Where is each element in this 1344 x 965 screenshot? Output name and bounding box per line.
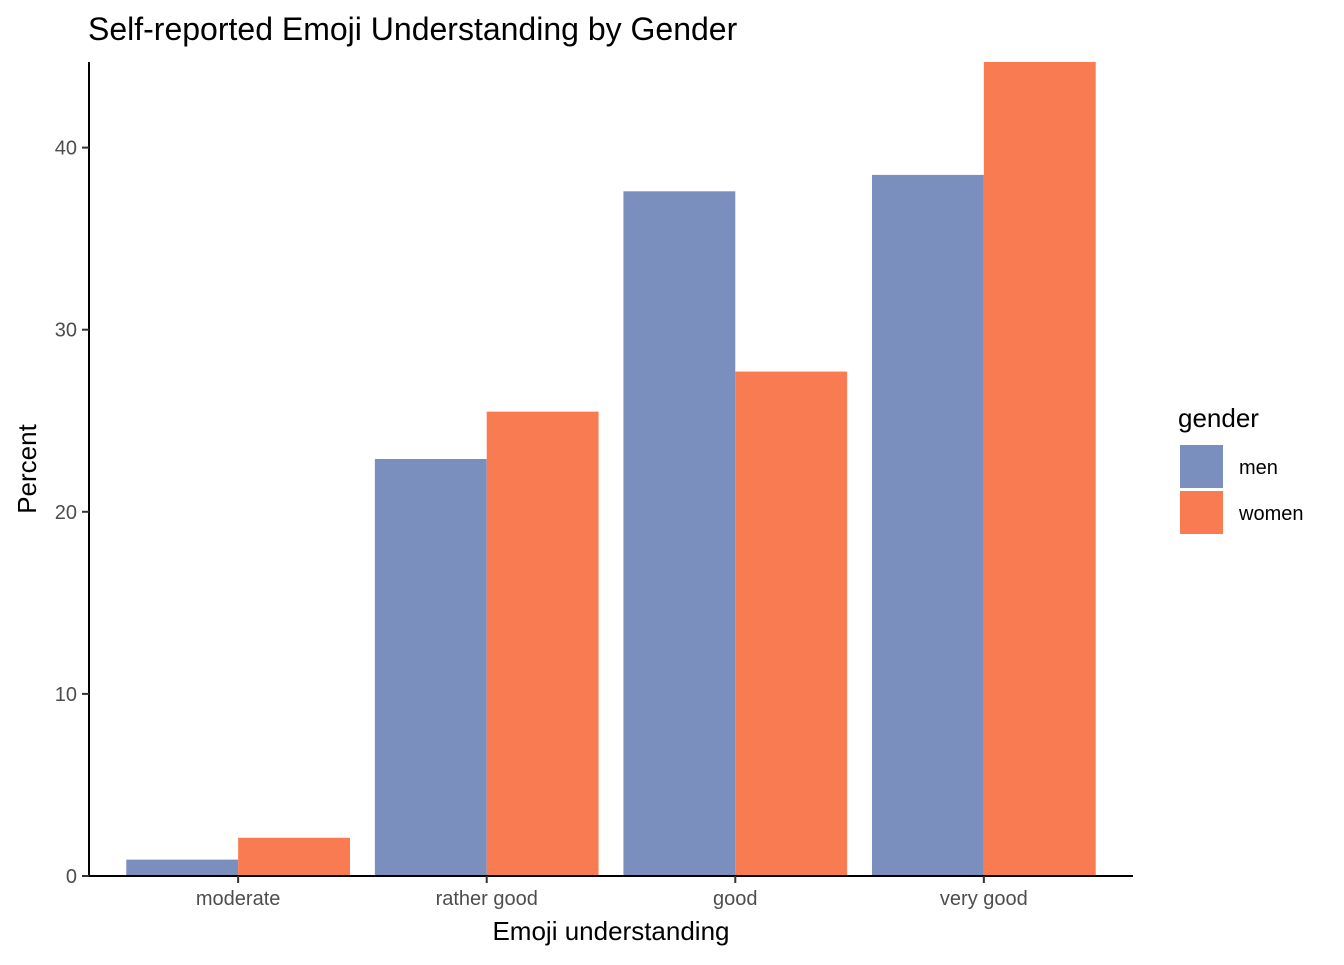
x-axis: moderate rather good good very good <box>89 875 1133 910</box>
y-axis-title: Percent <box>12 423 42 513</box>
legend-title: gender <box>1178 403 1259 433</box>
y-tick-label: 30 <box>55 320 77 342</box>
y-tick-label: 40 <box>55 138 77 160</box>
y-tick-label: 0 <box>66 866 77 888</box>
y-axis: 0 10 20 30 40 <box>55 62 90 888</box>
chart-title: Self-reported Emoji Understanding by Gen… <box>88 11 738 47</box>
y-tick-label: 20 <box>55 502 77 524</box>
bar-women-good <box>735 371 848 876</box>
bar-men-rather-good <box>374 458 487 876</box>
bar-men-good <box>623 191 736 876</box>
bar-women-rather-good <box>486 411 599 876</box>
bars-group <box>126 62 1096 876</box>
legend: gender men women <box>1178 403 1303 534</box>
legend-label-men: men <box>1239 457 1278 479</box>
y-tick-label: 10 <box>55 684 77 706</box>
x-tick-label: rather good <box>436 888 538 910</box>
legend-label-women: women <box>1238 503 1303 525</box>
bar-women-moderate <box>238 837 350 876</box>
legend-key-women <box>1180 491 1223 534</box>
x-tick-label: very good <box>940 888 1028 910</box>
legend-key-men <box>1180 445 1223 488</box>
bar-men-very-good <box>872 174 984 876</box>
bar-women-very-good <box>983 62 1096 876</box>
bar-men-moderate <box>126 859 239 876</box>
x-tick-label: moderate <box>196 888 281 910</box>
x-tick-label: good <box>713 888 758 910</box>
x-axis-title: Emoji understanding <box>492 916 729 946</box>
